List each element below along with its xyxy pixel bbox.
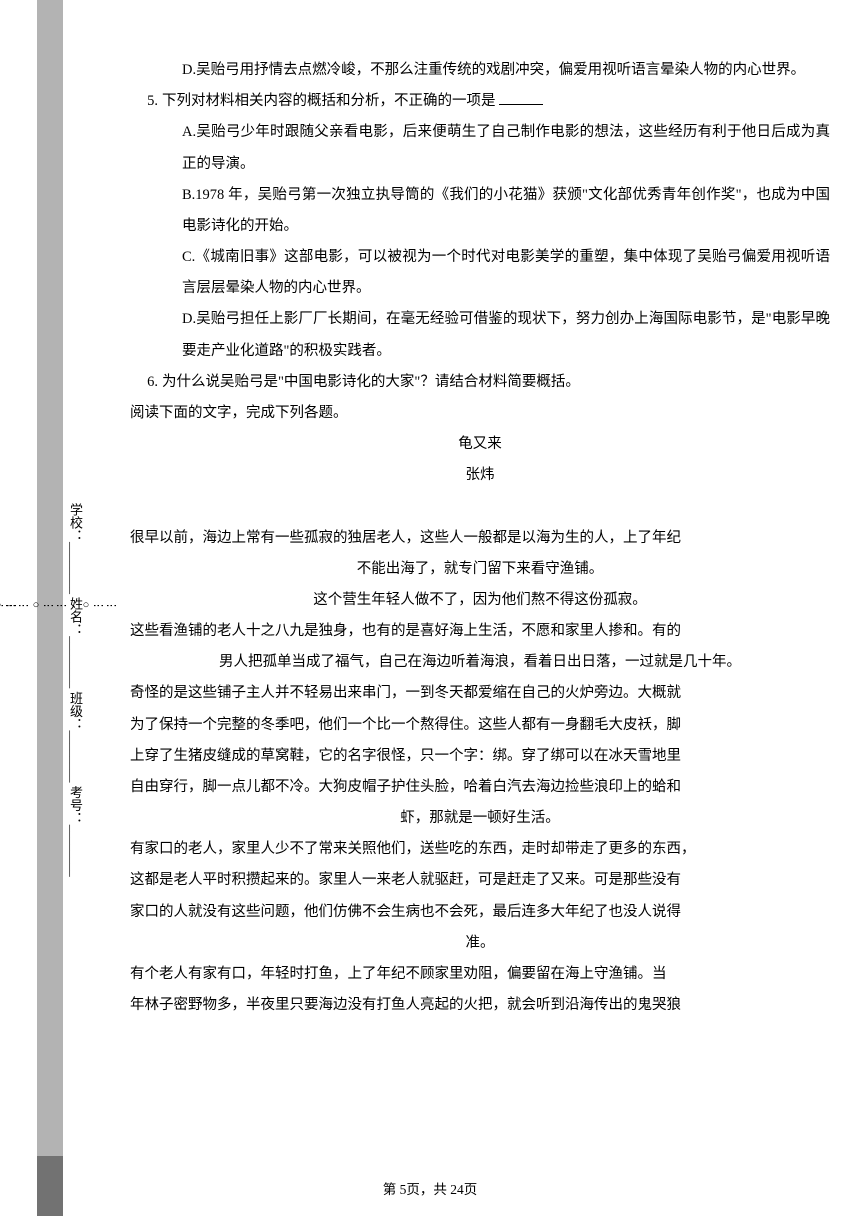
student-fields: 学校：________ 姓名：________ 班级：________ 考号：_…	[63, 420, 88, 960]
p1b: 不能出海了，就专门留下来看守渔铺。	[130, 554, 830, 585]
q5-optC: C.《城南旧事》这部电影，可以被视为一个时代对电影美学的重塑，集中体现了吴贻弓偏…	[130, 242, 830, 304]
margin-dots-inner: ⋮⋮○⋮⋮○⋮⋮线⋮⋮○⋮⋮订⋮⋮○⋮⋮装⋮⋮○⋮⋮○⋮⋮内⋮⋮○⋮⋮	[88, 0, 118, 1216]
p4b: 为了保持一个完整的冬季吧，他们一个比一个熬得住。这些人都有一身翻毛大皮袄，脚	[130, 710, 830, 741]
q6-stem: 为什么说吴贻弓是"中国电影诗化的大家"？请结合材料简要概括。	[162, 367, 830, 398]
reading-intro: 阅读下面的文字，完成下列各题。	[130, 398, 830, 429]
q6-num: 6.	[130, 367, 162, 398]
p6a: 有个老人有家有口，年轻时打鱼，上了年纪不顾家里劝阻，偏要留在海上守渔铺。当	[130, 959, 830, 990]
q5-optA: A.吴贻弓少年时跟随父亲看电影，后来便萌生了自己制作电影的想法，这些经历有利于他…	[130, 117, 830, 179]
q5-num: 5.	[130, 86, 162, 117]
content-area: D.吴贻弓用抒情去点燃冷峻，不那么注重传统的戏剧冲突，偏爱用视听语言晕染人物的内…	[130, 55, 830, 1021]
p4e: 虾，那就是一顿好生活。	[130, 803, 830, 834]
p5b: 这都是老人平时积攒起来的。家里人一来老人就驱赶，可是赶走了又来。可是那些没有	[130, 865, 830, 896]
p5d: 准。	[130, 928, 830, 959]
p6b: 年林子密野物多，半夜里只要海边没有打鱼人亮起的火把，就会听到沿海传出的鬼哭狼	[130, 990, 830, 1021]
reading-title: 龟又来	[130, 429, 830, 460]
q5-optD: D.吴贻弓担任上影厂厂长期间，在毫无经验可借鉴的现状下，努力创办上海国际电影节，…	[130, 304, 830, 366]
q5-stem-text: 下列对材料相关内容的概括和分析，不正确的一项是	[162, 93, 496, 109]
page-footer: 第 5页，共 24页	[0, 1178, 860, 1198]
q5-blank[interactable]	[499, 91, 543, 106]
p3a: 这些看渔铺的老人十之八九是独身，也有的是喜好海上生活，不愿和家里人掺和。有的	[130, 616, 830, 647]
margin-inner: ⋮⋮○⋮⋮○⋮⋮线⋮⋮○⋮⋮订⋮⋮○⋮⋮装⋮⋮○⋮⋮○⋮⋮内⋮⋮○⋮⋮	[88, 0, 118, 1216]
reading-author: 张炜	[130, 460, 830, 491]
p5a: 有家口的老人，家里人少不了常来关照他们，送些吃的东西，走时却带走了更多的东西，	[130, 834, 830, 865]
q5-stem: 下列对材料相关内容的概括和分析，不正确的一项是	[162, 86, 830, 117]
p4d: 自由穿行，脚一点儿都不冷。大狗皮帽子护住头脸，哈着白汽去海边捡些浪印上的蛤和	[130, 772, 830, 803]
q4-optD: D.吴贻弓用抒情去点燃冷峻，不那么注重传统的戏剧冲突，偏爱用视听语言晕染人物的内…	[130, 55, 830, 86]
p3b: 男人把孤单当成了福气，自己在海边听着海浪，看着日出日落，一过就是几十年。	[130, 647, 830, 678]
p4a: 奇怪的是这些铺子主人并不轻易出来串门，一到冬天都爱缩在自己的火炉旁边。大概就	[130, 678, 830, 709]
q6-line: 6. 为什么说吴贻弓是"中国电影诗化的大家"？请结合材料简要概括。	[130, 367, 830, 398]
p4c: 上穿了生猪皮缝成的草窝鞋，它的名字很怪，只一个字：绑。穿了绑可以在冰天雪地里	[130, 741, 830, 772]
p5c: 家口的人就没有这些问题，他们仿佛不会生病也不会死，最后连多大年纪了也没人说得	[130, 897, 830, 928]
p2: 这个营生年轻人做不了，因为他们熬不得这份孤寂。	[130, 585, 830, 616]
q5-line: 5. 下列对材料相关内容的概括和分析，不正确的一项是	[130, 86, 830, 117]
q5-optB: B.1978 年，吴贻弓第一次独立执导筒的《我们的小花猫》获颁"文化部优秀青年创…	[130, 180, 830, 242]
p1a: 很早以前，海边上常有一些孤寂的独居老人，这些人一般都是以海为生的人，上了年纪	[130, 523, 830, 554]
